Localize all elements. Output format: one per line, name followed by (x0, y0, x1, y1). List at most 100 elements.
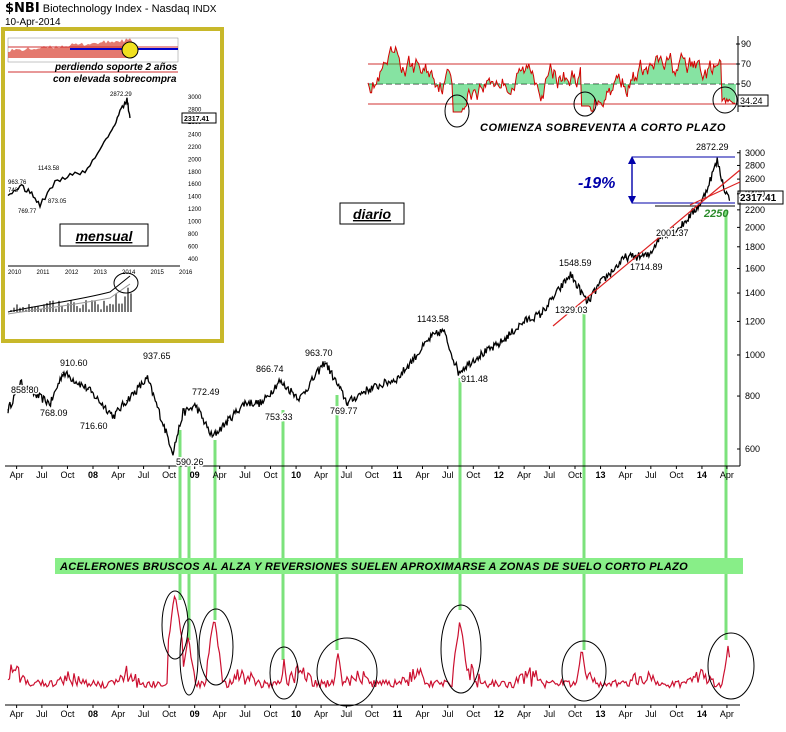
price-point (716, 160, 718, 162)
price-point (299, 397, 301, 399)
inset-x-tick-label: 2016 (179, 270, 193, 276)
vol-x-tick-label: Jul (645, 709, 657, 719)
price-point (569, 273, 572, 276)
price-point (442, 329, 444, 331)
price-annotation: 1329.03 (555, 305, 588, 315)
price-annotation: 2001.37 (656, 228, 689, 238)
inset-volume-bar (94, 301, 96, 312)
inset-volume-bar (25, 309, 27, 312)
price-x-tick-label: Oct (669, 470, 684, 480)
rsi-circle-2012 (573, 91, 597, 117)
price-x-tick-label: Apr (111, 470, 125, 480)
chart-text-layer: 858.80 768.09 910.60 716.60 937.65 590.26 772.… (10, 141, 784, 469)
price-y-tick-label: 2800 (745, 160, 765, 170)
vol-x-tick-label: Apr (10, 709, 24, 719)
price-x-tick-label: Jul (645, 470, 657, 480)
price-annotation: 911.48 (461, 374, 488, 384)
vol-x-tick-label: 12 (494, 709, 504, 719)
price-point (7, 409, 9, 411)
price-point (261, 402, 263, 404)
inset-volume-bar (64, 309, 66, 312)
price-y-tick-label: 2000 (745, 222, 765, 232)
price-x-tick-label: Apr (517, 470, 531, 480)
inset-volume-bar (85, 300, 87, 312)
price-point (126, 400, 128, 402)
price-x-tick-label: 08 (88, 470, 98, 480)
price-annotation: 937.65 (143, 351, 171, 361)
price-x-tick-label: Oct (60, 470, 75, 480)
drawdown-arrow-head-bottom (628, 196, 636, 204)
rsi-last-value-box (737, 94, 769, 107)
price-point (362, 390, 365, 393)
price-point (679, 226, 681, 228)
vol-x-tick-label: Jul (544, 709, 556, 719)
inset-last-value: 2317.41 (184, 116, 209, 123)
inset-volume-bar (73, 302, 75, 312)
inset-volume-bar (34, 306, 36, 312)
exchange: INDX (192, 4, 217, 15)
volatility-annotation: ACELERONES BRUSCOS AL ALZA Y REVERSIONES… (59, 561, 688, 573)
volatility-spike-circle (316, 637, 378, 707)
price-annotation: 1548.59 (559, 258, 592, 268)
inset-macd-circle (113, 272, 139, 294)
inset-volume-bar (46, 302, 48, 312)
rsi-last-value: 34.24 (740, 96, 763, 106)
index-name: Biotechnology Index - Nasdaq (42, 3, 190, 15)
trendline-lower (552, 169, 741, 327)
price-point (87, 388, 89, 390)
inset-y-tick-label: 2400 (188, 132, 202, 138)
price-point (476, 356, 478, 358)
price-annotation: 769.77 (330, 406, 358, 416)
inset-volume-bar (106, 305, 108, 312)
price-y-tick-label: 2600 (745, 174, 765, 184)
vol-x-tick-label: Oct (568, 709, 583, 719)
price-annotation: 963.70 (305, 348, 333, 358)
price-point (172, 451, 174, 453)
vol-x-tick-label: 14 (697, 709, 707, 719)
vol-x-tick-label: Apr (415, 709, 429, 719)
vol-x-tick-label: Apr (720, 709, 734, 719)
daily-label: diario (353, 206, 392, 222)
price-x-tick-label: Jul (544, 470, 556, 480)
inset-y-tick-label: 1400 (188, 195, 202, 201)
price-point (430, 336, 432, 339)
price-point (648, 255, 650, 257)
price-y-tick-label: 1400 (745, 288, 765, 298)
inset-note-line1: perdiendo soporte 2 años (54, 62, 178, 73)
price-x-tick-label: Apr (10, 470, 24, 480)
volatility-spike-circle (161, 590, 189, 660)
inset-annotation: 963.76 (8, 180, 27, 186)
price-point (498, 343, 500, 345)
inset-volume-bar (49, 300, 51, 312)
inset-volume-bar (79, 308, 81, 312)
rsi-y-tick-label: 90 (741, 39, 751, 49)
inset-volume-bar (91, 300, 93, 312)
price-y-tick-label: 1600 (745, 263, 765, 273)
inset-volume-bar (37, 305, 39, 312)
price-x-tick-label: Jul (138, 470, 150, 480)
volatility-banner (55, 558, 743, 574)
price-y-tick-label: 3000 (745, 148, 765, 158)
trendline-upper (689, 181, 741, 206)
inset-volume-bar (127, 287, 129, 312)
vol-x-tick-label: Apr (619, 709, 633, 719)
inset-y-tick-label: 1000 (188, 220, 202, 226)
inset-rsi-circle (121, 41, 139, 59)
inset-y-tick-label: 800 (188, 232, 199, 238)
inset-y-tick-label: 600 (188, 245, 199, 251)
rsi-annotation: COMIENZA SOBREVENTA A CORTO PLAZO (480, 122, 726, 134)
price-x-tick-label: 14 (697, 470, 707, 480)
vol-x-tick-label: Oct (466, 709, 481, 719)
vol-x-tick-label: Jul (239, 709, 251, 719)
price-y-tick-label: 1000 (745, 350, 765, 360)
inset-volume-bar (52, 300, 54, 312)
price-x-tick-label: Oct (568, 470, 583, 480)
drawdown-label: -19% (578, 175, 615, 192)
rsi-y-tick-label: 70 (741, 59, 751, 69)
vol-x-tick-label: 10 (291, 709, 301, 719)
vol-x-tick-label: 08 (88, 709, 98, 719)
price-point (723, 185, 725, 187)
inset-y-tick-label: 1800 (188, 170, 202, 176)
